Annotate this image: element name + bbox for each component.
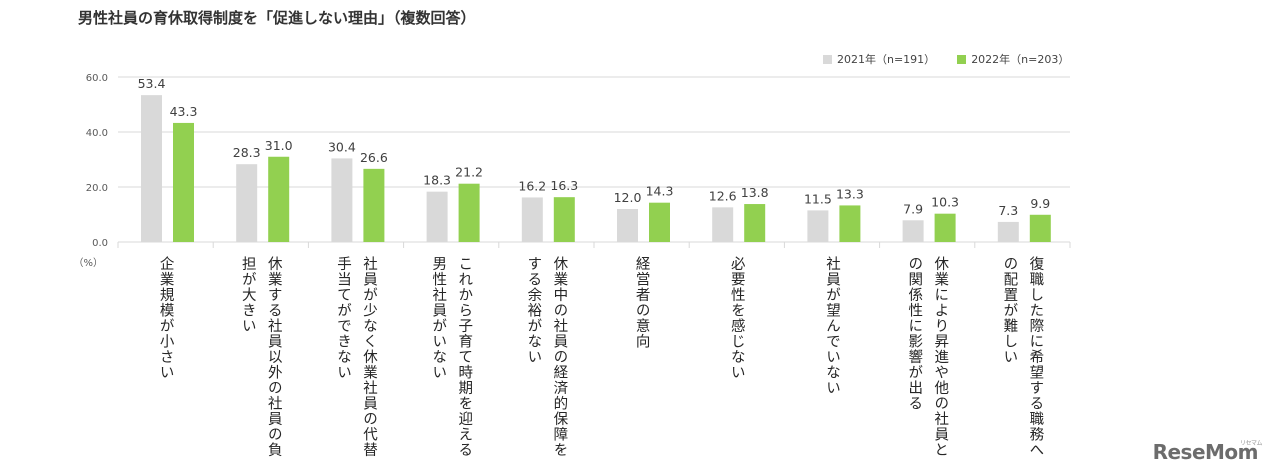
category-label: 経営者の意向	[634, 256, 650, 349]
bar-2021	[331, 158, 353, 242]
legend-item-2021: 2021年（n=191）	[823, 51, 935, 67]
category-label: の配置が難しい	[1001, 256, 1017, 365]
category-label: 休業中の社員の経済的保障を	[551, 256, 567, 458]
category-label: 必要性を感じない	[729, 256, 745, 380]
bar-2022	[458, 183, 480, 242]
data-label-2021: 18.3	[423, 173, 451, 188]
data-label-2022: 43.3	[170, 104, 198, 119]
bar-2022	[553, 197, 575, 242]
bar-2021	[902, 220, 924, 242]
watermark-subtext: リセマム	[1239, 440, 1263, 447]
category-label: 社員が望んでいない	[824, 256, 840, 396]
watermark-text: ReseMom	[1152, 440, 1259, 464]
category-label: 担が大きい	[240, 256, 256, 334]
category-label: これから子育て時期を迎える	[456, 256, 472, 458]
bar-2022	[268, 156, 290, 242]
bar-2021	[617, 209, 638, 242]
data-label-2022: 21.2	[455, 165, 483, 180]
category-label: 男性社員がいない	[430, 256, 446, 380]
legend-label-2021: 2021年（n=191）	[837, 53, 936, 66]
data-label-2022: 10.3	[931, 195, 959, 210]
y-tick-label: 60.0	[86, 73, 108, 84]
data-label-2022: 13.8	[741, 185, 769, 200]
data-label-2022: 13.3	[836, 186, 864, 201]
category-label: の関係性に影響が出る	[906, 256, 922, 411]
category-label: 企業規模が小さい	[158, 255, 174, 380]
legend-item-2022: 2022年（n=203）	[957, 51, 1069, 67]
bar-2021	[236, 164, 258, 242]
y-tick-label: 0.0	[92, 238, 108, 249]
category-label: 休業により昇進や他の社員と	[932, 256, 948, 458]
bar-2022	[744, 204, 766, 242]
data-label-2022: 31.0	[265, 138, 293, 153]
legend-swatch-2021	[823, 54, 832, 64]
chart-title: 男性社員の育休取得制度を「促進しない理由」（複数回答）	[78, 9, 476, 27]
y-tick-label: 20.0	[86, 183, 108, 194]
bar-2021	[426, 191, 448, 242]
data-label-2021: 7.9	[903, 201, 923, 216]
data-label-2021: 12.6	[709, 188, 737, 203]
data-label-2022: 26.6	[360, 150, 388, 165]
y-unit-label: （%）	[73, 257, 103, 269]
category-label: 休業する社員以外の社員の負	[266, 256, 282, 458]
data-label-2021: 28.3	[233, 145, 261, 160]
data-label-2022: 14.3	[646, 184, 674, 199]
resemom-logo: ReseMom リセマム	[1152, 440, 1263, 464]
data-label-2021: 7.3	[998, 203, 1018, 218]
bar-2021	[807, 210, 829, 242]
legend-swatch-2022	[957, 54, 967, 64]
bar-2022	[649, 202, 670, 242]
data-label-2021: 30.4	[328, 139, 356, 154]
category-label: 社員が少なく休業社員の代替	[361, 256, 377, 458]
data-label-2021: 11.5	[804, 191, 832, 206]
bar-2021	[141, 95, 162, 243]
category-label: する余裕がない	[525, 256, 541, 365]
legend-label-2022: 2022年（n=203）	[971, 53, 1070, 66]
chart-legend: 2021年（n=191） 2022年（n=203）	[823, 51, 1069, 67]
data-label-2022: 9.9	[1030, 196, 1050, 211]
data-label-2021: 53.4	[138, 76, 166, 91]
bar-2021	[521, 197, 543, 242]
data-label-2021: 12.0	[614, 190, 642, 205]
bar-2022	[363, 168, 385, 242]
bar-2022	[934, 213, 956, 242]
data-label-2021: 16.2	[518, 178, 546, 193]
data-label-2022: 16.3	[550, 178, 578, 193]
y-tick-label: 40.0	[86, 128, 108, 139]
category-label: 手当てができない	[335, 256, 351, 380]
bar-2022	[1029, 214, 1051, 242]
bar-2022	[173, 122, 194, 242]
bar-2022	[839, 205, 861, 242]
bar-2021	[712, 207, 734, 242]
bar-2021	[997, 221, 1019, 242]
category-label: 復職した際に希望する職務へ	[1027, 256, 1043, 458]
